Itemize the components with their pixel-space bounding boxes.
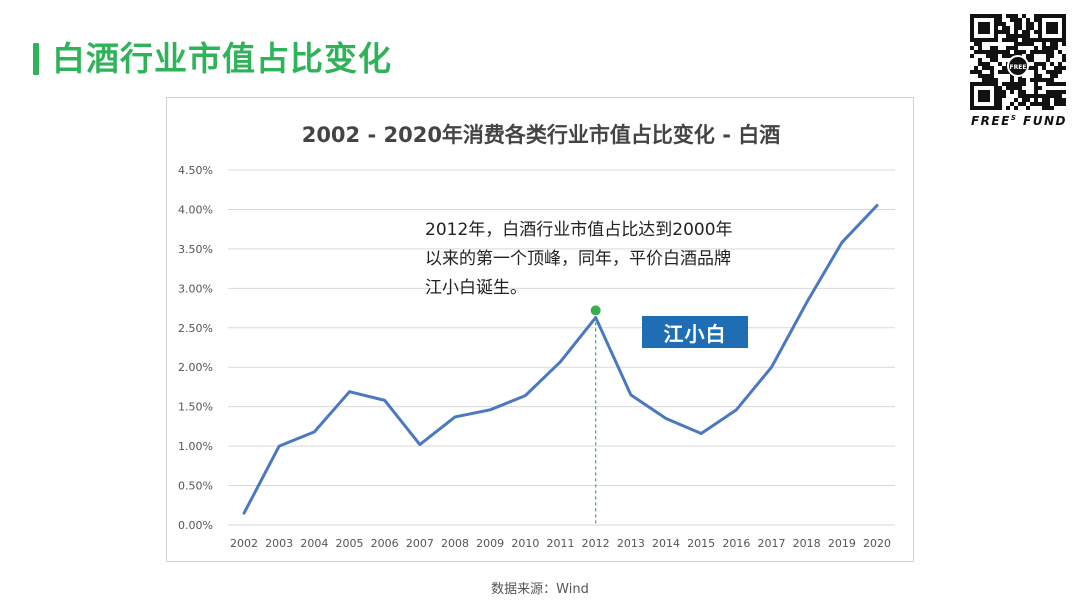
x-tick-label: 2002: [230, 537, 258, 550]
highlight-marker: [590, 305, 601, 316]
x-tick-label: 2012: [582, 537, 610, 550]
x-tick-label: 2013: [617, 537, 645, 550]
annotation-line: 以来的第一个顶峰，同年，平价白酒品牌: [425, 249, 731, 269]
x-tick-label: 2019: [828, 537, 856, 550]
x-tick-label: 2018: [793, 537, 821, 550]
x-tick-label: 2008: [441, 537, 469, 550]
x-tick-label: 2017: [758, 537, 786, 550]
x-tick-label: 2011: [547, 537, 575, 550]
annotation-line: 江小白诞生。: [425, 278, 527, 298]
data-source-note: 数据来源：Wind: [491, 582, 589, 597]
chart-frame: 2002 - 2020年消费各类行业市值占比变化 - 白酒 0.00% 0.50%…: [166, 97, 914, 562]
page-title: 白酒行业市值占比变化: [52, 39, 392, 78]
chart-title: 2002 - 2020年消费各类行业市值占比变化 - 白酒: [302, 123, 781, 147]
svg-text:FREE: FREE: [1010, 64, 1027, 71]
x-tick-label: 2005: [336, 537, 364, 550]
x-tick-label: 2010: [511, 537, 539, 550]
x-tick-label: 2004: [300, 537, 328, 550]
title-accent-bar: [33, 43, 39, 75]
x-tick-label: 2009: [476, 537, 504, 550]
x-tick-label: 2016: [722, 537, 750, 550]
x-tick-label: 2006: [371, 537, 399, 550]
y-tick-label: 1.50%: [178, 401, 213, 414]
x-tick-label: 2007: [406, 537, 434, 550]
y-tick-label: 4.00%: [178, 203, 213, 216]
y-tick-label: 0.00%: [178, 519, 213, 532]
y-tick-label: 2.00%: [178, 361, 213, 374]
qr-code: FREE: [970, 14, 1066, 110]
line-chart: 2002 - 2020年消费各类行业市值占比变化 - 白酒 0.00% 0.50%…: [178, 123, 895, 550]
x-tick-label: 2020: [863, 537, 891, 550]
x-tick-label: 2015: [687, 537, 715, 550]
brand-logo: FREES FUND: [970, 114, 1067, 128]
y-tick-label: 1.00%: [178, 440, 213, 453]
chart-annotation: 2012年，白酒行业市值占比达到2000年 以来的第一个顶峰，同年，平价白酒品牌…: [425, 216, 805, 303]
y-tick-label: 0.50%: [178, 480, 213, 493]
y-tick-label: 3.50%: [178, 243, 213, 256]
y-tick-label: 3.00%: [178, 282, 213, 295]
x-tick-label: 2014: [652, 537, 680, 550]
annotation-line: 2012年，白酒行业市值占比达到2000年: [425, 220, 733, 240]
jiangxiaobai-logo: 江小白: [642, 316, 748, 348]
x-tick-label: 2003: [265, 537, 293, 550]
y-tick-label: 4.50%: [178, 164, 213, 177]
y-tick-label: 2.50%: [178, 322, 213, 335]
